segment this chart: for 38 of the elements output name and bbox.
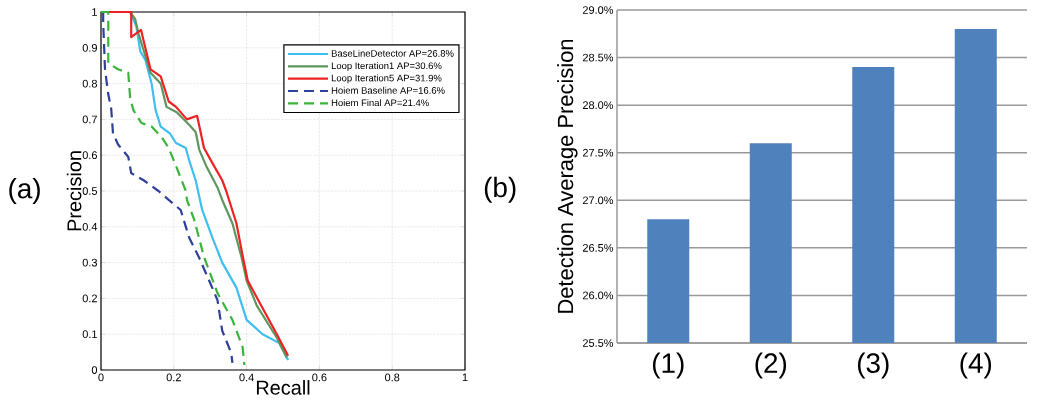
legend-label: Loop Iteration5 AP=31.9% xyxy=(331,74,442,84)
x-tick-label: 0.8 xyxy=(385,373,400,382)
y-tick-label: 0.1 xyxy=(82,330,97,339)
x-tick-label: (3) xyxy=(857,352,889,379)
x-tick-label: 0 xyxy=(98,373,104,382)
y-axis-title: Precision xyxy=(66,151,82,231)
y-tick-label: 0.2 xyxy=(82,294,97,303)
text: (a) xyxy=(9,178,40,204)
y-tick-label: 27.0% xyxy=(582,196,614,205)
legend-label: Hoiem Baseline AP=16.6% xyxy=(331,86,445,94)
legend-label: Loop Iteration1 AP=30.6% xyxy=(331,62,442,71)
y-tick-label: 28.0% xyxy=(582,101,614,110)
y-tick-label: 0.4 xyxy=(82,222,98,231)
legend-label: BaseLineDetector AP=26.8% xyxy=(331,49,454,57)
x-tick-label: 0.6 xyxy=(312,373,327,382)
y-tick-label: 1 xyxy=(92,8,97,16)
y-tick-label: 25.5% xyxy=(582,339,614,347)
y-tick-label: 0.6 xyxy=(82,151,97,160)
y-tick-label: 0.3 xyxy=(82,258,97,267)
y-tick-label: 0.8 xyxy=(82,79,97,88)
y-axis-title: Detection Average Precision xyxy=(557,39,578,313)
y-tick-label: 0.9 xyxy=(82,43,97,52)
x-axis-title: Recall xyxy=(256,380,310,395)
y-tick-label: 29.0% xyxy=(582,6,614,14)
x-tick-label: 0.4 xyxy=(239,373,254,382)
text: (b) xyxy=(484,176,516,203)
y-tick-label: 26.0% xyxy=(582,291,614,300)
y-tick-label: 0.5 xyxy=(82,187,98,195)
x-tick-label: 0.2 xyxy=(166,373,181,382)
y-tick-label: 28.5% xyxy=(582,53,614,62)
y-tick-label: 27.5% xyxy=(582,148,614,157)
x-tick-label: (4) xyxy=(960,352,992,379)
x-tick-label: (1) xyxy=(652,352,684,379)
y-tick-label: 0.7 xyxy=(82,115,97,124)
legend-label: Hoiem Final AP=21.4% xyxy=(331,99,429,107)
x-tick-label: (2) xyxy=(755,352,787,379)
x-tick-label: 1 xyxy=(462,373,468,382)
y-tick-label: 26.5% xyxy=(582,243,614,252)
